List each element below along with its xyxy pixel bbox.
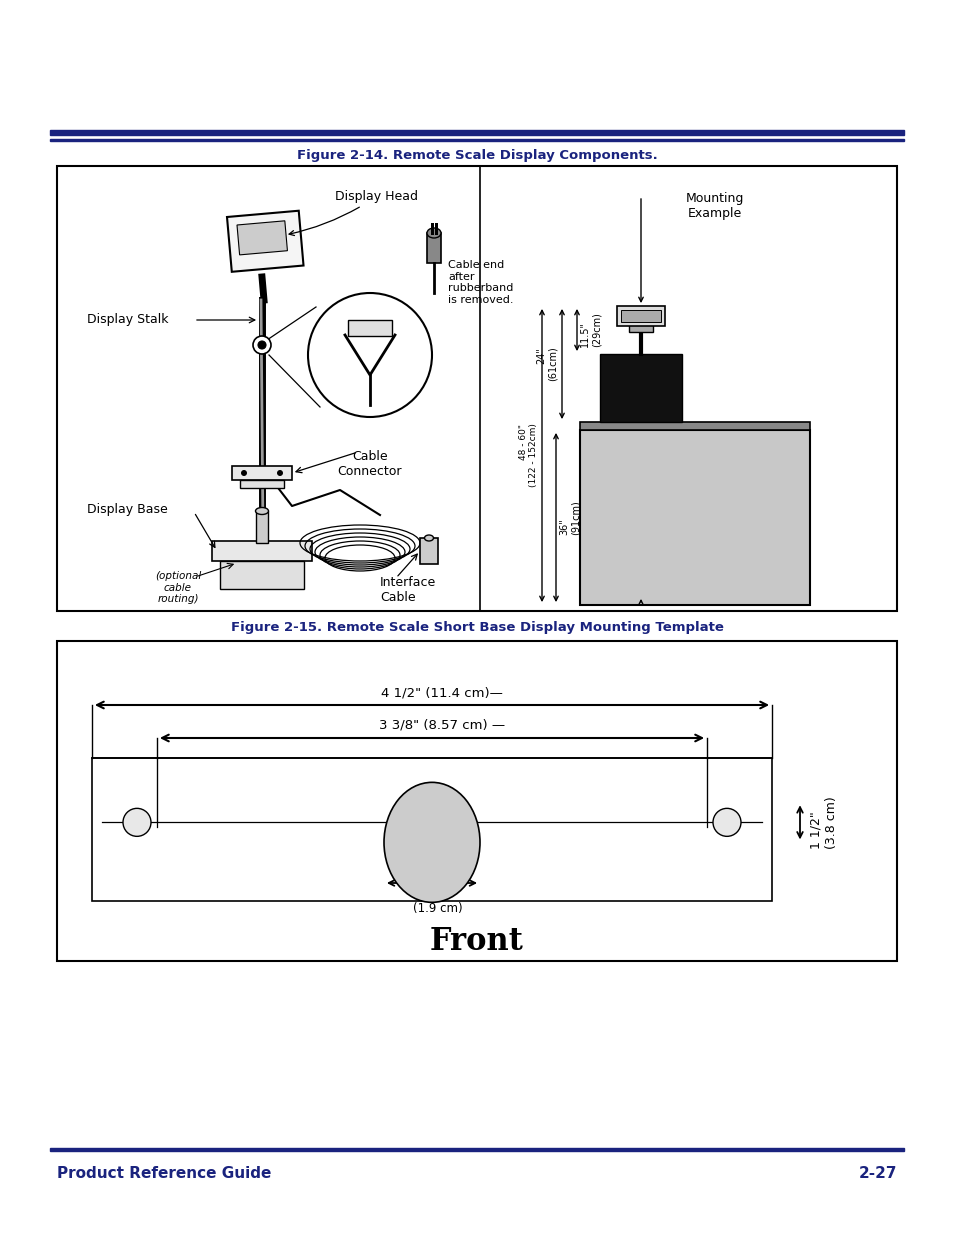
Circle shape xyxy=(308,293,432,417)
Text: Figure 2-14. Remote Scale Display Components.: Figure 2-14. Remote Scale Display Compon… xyxy=(296,148,657,162)
Text: (optional
cable
routing): (optional cable routing) xyxy=(154,571,201,604)
Text: Cable
Connector: Cable Connector xyxy=(337,450,402,478)
Text: 24"
(61cm): 24" (61cm) xyxy=(536,347,558,382)
Text: x: x xyxy=(133,818,140,827)
Ellipse shape xyxy=(712,809,740,836)
Text: 1 1/2"
(3.8 cm): 1 1/2" (3.8 cm) xyxy=(809,797,837,848)
Text: 4 1/2" (11.4 cm)—: 4 1/2" (11.4 cm)— xyxy=(380,685,502,699)
Circle shape xyxy=(253,336,271,354)
Bar xyxy=(91,758,771,902)
Bar xyxy=(227,211,303,272)
Text: x: x xyxy=(723,818,729,827)
Bar xyxy=(57,165,896,611)
Bar xyxy=(620,310,660,322)
Ellipse shape xyxy=(384,782,479,903)
Text: Interface
Cable: Interface Cable xyxy=(379,576,436,604)
Bar xyxy=(220,561,304,589)
Bar xyxy=(50,140,903,141)
Text: Display Base: Display Base xyxy=(87,504,168,516)
Bar xyxy=(240,480,284,488)
Circle shape xyxy=(241,471,247,475)
Bar xyxy=(255,511,268,543)
Text: Cable end
after
rubberband
is removed.: Cable end after rubberband is removed. xyxy=(448,261,513,305)
Bar xyxy=(419,538,437,564)
Bar xyxy=(427,233,440,263)
Bar xyxy=(212,541,312,561)
Ellipse shape xyxy=(255,508,268,515)
Text: 11.5"
(29cm): 11.5" (29cm) xyxy=(579,312,601,347)
Bar xyxy=(232,466,292,480)
Bar xyxy=(57,641,896,961)
Ellipse shape xyxy=(123,809,151,836)
Text: Product Reference Guide: Product Reference Guide xyxy=(57,1166,271,1181)
Bar xyxy=(628,322,652,332)
Text: Figure 2-15. Remote Scale Short Base Display Mounting Template: Figure 2-15. Remote Scale Short Base Dis… xyxy=(231,620,722,634)
Bar xyxy=(431,224,434,235)
Bar xyxy=(579,430,809,605)
Ellipse shape xyxy=(424,535,433,541)
Bar xyxy=(579,422,809,430)
Bar xyxy=(617,306,664,326)
Bar xyxy=(348,320,392,336)
Bar xyxy=(50,1149,903,1151)
Ellipse shape xyxy=(427,228,440,238)
Bar xyxy=(599,354,681,422)
Text: Display Stalk: Display Stalk xyxy=(87,314,169,326)
Text: 48 - 60"
(122 - 152cm): 48 - 60" (122 - 152cm) xyxy=(518,424,537,488)
Bar xyxy=(236,221,287,254)
Bar xyxy=(435,224,437,235)
Circle shape xyxy=(276,471,283,475)
Text: x: x xyxy=(428,827,435,841)
Text: Front: Front xyxy=(430,925,523,956)
Text: Mounting
Example: Mounting Example xyxy=(685,191,743,220)
Bar xyxy=(50,130,903,135)
Text: 2-27: 2-27 xyxy=(858,1166,896,1181)
Circle shape xyxy=(257,341,266,350)
Text: 3/4"
(1.9 cm): 3/4" (1.9 cm) xyxy=(413,887,462,915)
Text: 3 3/8" (8.57 cm) —: 3 3/8" (8.57 cm) — xyxy=(378,719,504,732)
Text: 36"
(91cm): 36" (91cm) xyxy=(558,500,580,535)
Text: Display Head: Display Head xyxy=(289,190,417,236)
